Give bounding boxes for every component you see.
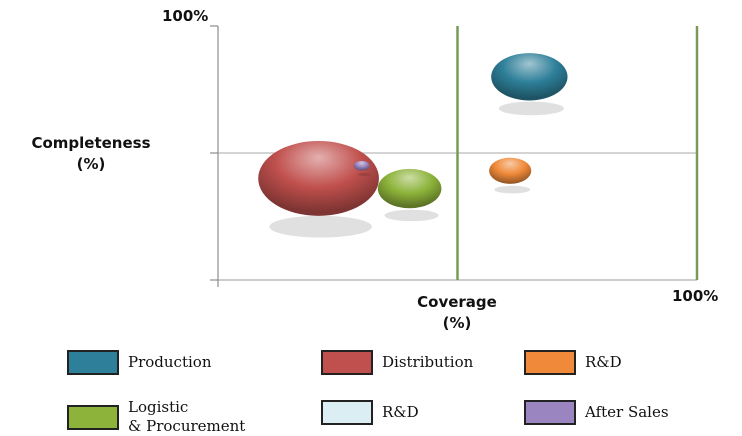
legend-label: Production: [128, 353, 212, 371]
x-axis-title-line1: Coverage: [417, 293, 497, 311]
y-axis-title-line1: Completeness: [31, 134, 151, 152]
legend-item: R&D: [321, 400, 419, 425]
legend-item: R&D: [524, 350, 622, 375]
x-axis-max-label: 100%: [672, 287, 719, 305]
legend-item: Logistic & Procurement: [67, 398, 245, 436]
x-axis-title: Coverage (%): [392, 292, 522, 334]
legend-item: After Sales: [524, 400, 669, 425]
legend-swatch: [524, 350, 576, 375]
legend-swatch: [67, 404, 119, 430]
legend-item: Production: [67, 350, 211, 375]
legend-label: After Sales: [585, 403, 669, 421]
x-axis-title-line2: (%): [442, 314, 472, 332]
legend-item: Distribution: [321, 350, 473, 375]
bubble-shadow: [494, 185, 531, 194]
legend-label: Logistic & Procurement: [128, 398, 246, 435]
y-axis-max-label: 100%: [162, 7, 209, 25]
legend-label: R&D: [585, 353, 622, 371]
bubble-shadow: [384, 209, 439, 222]
bubble-distribution: [258, 140, 379, 216]
legend-swatch: [524, 400, 576, 425]
bubble-shadow: [269, 215, 372, 238]
y-axis-title-line2: (%): [76, 155, 106, 173]
bubble-shadow: [498, 101, 564, 116]
bubble-production: [491, 53, 568, 101]
legend-label: Distribution: [382, 353, 474, 371]
bubble-logistic-procurement: [377, 168, 442, 209]
bubble-r-d: [489, 157, 532, 184]
chart-bubbles: [258, 53, 568, 238]
legend-label: R&D: [382, 403, 419, 421]
bubble-after-sales: [353, 160, 370, 171]
legend-swatch: [321, 350, 373, 375]
legend-swatch: [67, 350, 119, 375]
y-axis-title: Completeness (%): [6, 133, 176, 175]
bubble-shadow: [357, 173, 371, 176]
legend-swatch: [321, 400, 373, 425]
